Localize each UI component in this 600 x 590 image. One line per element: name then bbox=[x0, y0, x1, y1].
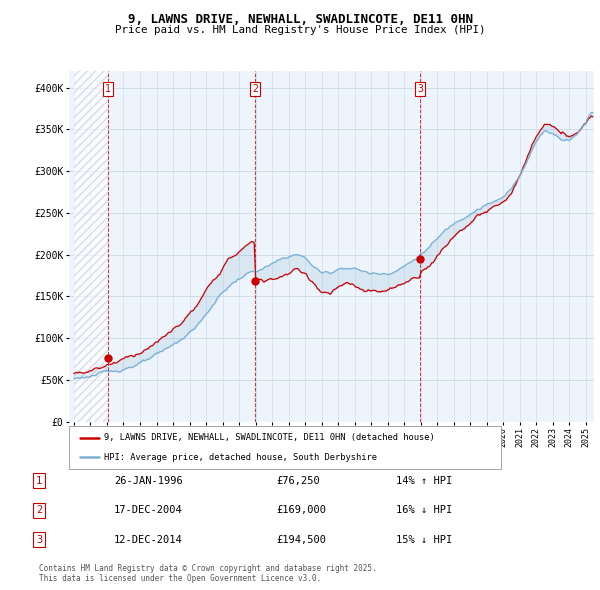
Text: 16% ↓ HPI: 16% ↓ HPI bbox=[396, 506, 452, 515]
Text: Contains HM Land Registry data © Crown copyright and database right 2025.
This d: Contains HM Land Registry data © Crown c… bbox=[39, 563, 377, 583]
Text: 14% ↑ HPI: 14% ↑ HPI bbox=[396, 476, 452, 486]
Text: 26-JAN-1996: 26-JAN-1996 bbox=[114, 476, 183, 486]
Text: 1: 1 bbox=[105, 84, 111, 94]
Text: 3: 3 bbox=[417, 84, 423, 94]
Text: 3: 3 bbox=[36, 535, 42, 545]
Bar bbox=[74, 71, 108, 422]
Text: Price paid vs. HM Land Registry's House Price Index (HPI): Price paid vs. HM Land Registry's House … bbox=[115, 25, 485, 35]
Text: 9, LAWNS DRIVE, NEWHALL, SWADLINCOTE, DE11 0HN: 9, LAWNS DRIVE, NEWHALL, SWADLINCOTE, DE… bbox=[128, 13, 473, 26]
Text: 2: 2 bbox=[36, 506, 42, 515]
Text: 1: 1 bbox=[36, 476, 42, 486]
Text: 17-DEC-2004: 17-DEC-2004 bbox=[114, 506, 183, 515]
Text: £76,250: £76,250 bbox=[276, 476, 320, 486]
Text: 2: 2 bbox=[252, 84, 258, 94]
Text: 12-DEC-2014: 12-DEC-2014 bbox=[114, 535, 183, 545]
Text: £169,000: £169,000 bbox=[276, 506, 326, 515]
Text: 9, LAWNS DRIVE, NEWHALL, SWADLINCOTE, DE11 0HN (detached house): 9, LAWNS DRIVE, NEWHALL, SWADLINCOTE, DE… bbox=[104, 433, 435, 442]
Text: £194,500: £194,500 bbox=[276, 535, 326, 545]
Text: HPI: Average price, detached house, South Derbyshire: HPI: Average price, detached house, Sout… bbox=[104, 453, 377, 462]
Text: 15% ↓ HPI: 15% ↓ HPI bbox=[396, 535, 452, 545]
